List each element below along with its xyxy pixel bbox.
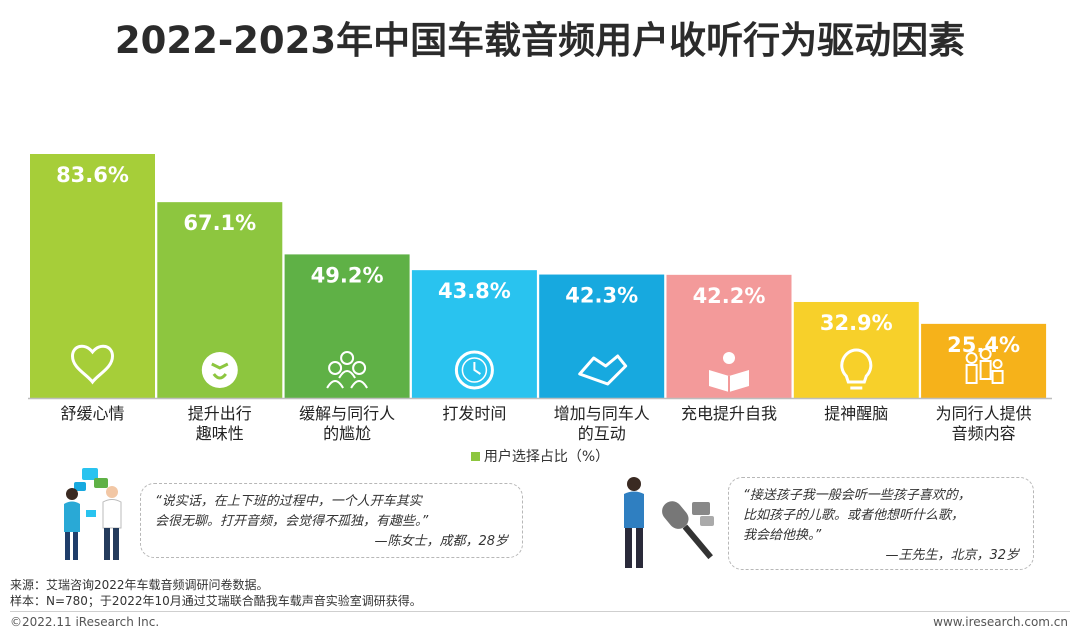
category-label: 为同行人提供 bbox=[936, 404, 1032, 423]
bar-value-label: 42.2% bbox=[693, 284, 766, 308]
bar-value-label: 49.2% bbox=[311, 263, 384, 287]
category-label: 提神醒脑 bbox=[824, 404, 888, 423]
family-icon bbox=[965, 348, 1004, 384]
quote-line: 会很无聊。打开音频，会觉得不孤独，有趣些。” bbox=[155, 514, 429, 529]
copyright: ©2022.11 iResearch Inc. bbox=[10, 615, 160, 629]
quote-line: “接送孩子我一般会听一些孩子喜欢的， bbox=[743, 488, 971, 503]
quote-line: “说实话，在上下班的过程中，一个人开车其实 bbox=[155, 494, 422, 509]
handshake-icon bbox=[578, 354, 628, 386]
clock-icon bbox=[454, 350, 494, 390]
category-label: 趣味性 bbox=[196, 424, 244, 443]
joy-face-icon bbox=[201, 352, 238, 388]
footer-divider bbox=[10, 611, 1070, 612]
category-label: 充电提升自我 bbox=[681, 404, 777, 423]
bar-value-label: 83.6% bbox=[56, 163, 129, 187]
bar bbox=[539, 274, 665, 398]
bar-value-label: 32.9% bbox=[820, 311, 893, 335]
bar bbox=[30, 154, 155, 398]
chart-legend: 用户选择占比（%） bbox=[0, 446, 1080, 466]
people-group-icon bbox=[326, 351, 368, 389]
bar-value-label: 25.4% bbox=[947, 333, 1020, 357]
sample-text: 样本：N=780；于2022年10月通过艾瑞联合酷我车载声音实验室调研获得。 bbox=[10, 594, 422, 608]
page-title: 2022-2023年中国车载音频用户收听行为驱动因素 bbox=[114, 19, 966, 62]
quote-author: —王先生，北京，32岁 bbox=[885, 548, 1019, 563]
bar-value-label: 42.3% bbox=[565, 284, 638, 308]
bar bbox=[284, 254, 410, 398]
category-label: 提升出行 bbox=[188, 404, 252, 423]
quote-right: “接送孩子我一般会听一些孩子喜欢的， 比如孩子的儿歌。或者他想听什么歌， 我会给… bbox=[728, 477, 1034, 570]
reading-icon bbox=[709, 352, 749, 392]
quote-left: “说实话，在上下班的过程中，一个人开车其实 会很无聊。打开音频，会觉得不孤独，有… bbox=[140, 483, 523, 558]
heart-icon bbox=[70, 344, 115, 385]
bar bbox=[411, 270, 537, 398]
category-label: 舒缓心情 bbox=[60, 404, 124, 423]
category-label: 打发时间 bbox=[442, 404, 506, 423]
bar-value-label: 67.1% bbox=[183, 211, 256, 235]
quote-line: 我会给他换。” bbox=[743, 528, 822, 543]
bar-value-label: 43.8% bbox=[438, 279, 511, 303]
quote-author: —陈女士，成都，28岁 bbox=[374, 534, 508, 549]
category-label: 增加与同车人 bbox=[554, 404, 650, 423]
category-label: 的尴尬 bbox=[323, 424, 371, 443]
source-notes: 来源：艾瑞咨询2022年车载音频调研问卷数据。 样本：N=780；于2022年1… bbox=[10, 577, 422, 609]
website-link[interactable]: www.iresearch.com.cn bbox=[933, 615, 1068, 629]
legend-swatch bbox=[470, 451, 480, 461]
quote-line: 比如孩子的儿歌。或者他想听什么歌， bbox=[743, 508, 965, 523]
category-label: 缓解与同行人 bbox=[299, 404, 395, 423]
category-label: 的互动 bbox=[578, 424, 626, 443]
category-label: 音频内容 bbox=[952, 424, 1016, 443]
lightbulb-icon bbox=[840, 348, 873, 390]
legend-label: 用户选择占比（%） bbox=[483, 449, 610, 465]
conversation-illustration bbox=[64, 468, 122, 560]
interview-illustration bbox=[624, 477, 714, 568]
source-text: 来源：艾瑞咨询2022年车载音频调研问卷数据。 bbox=[10, 578, 269, 592]
